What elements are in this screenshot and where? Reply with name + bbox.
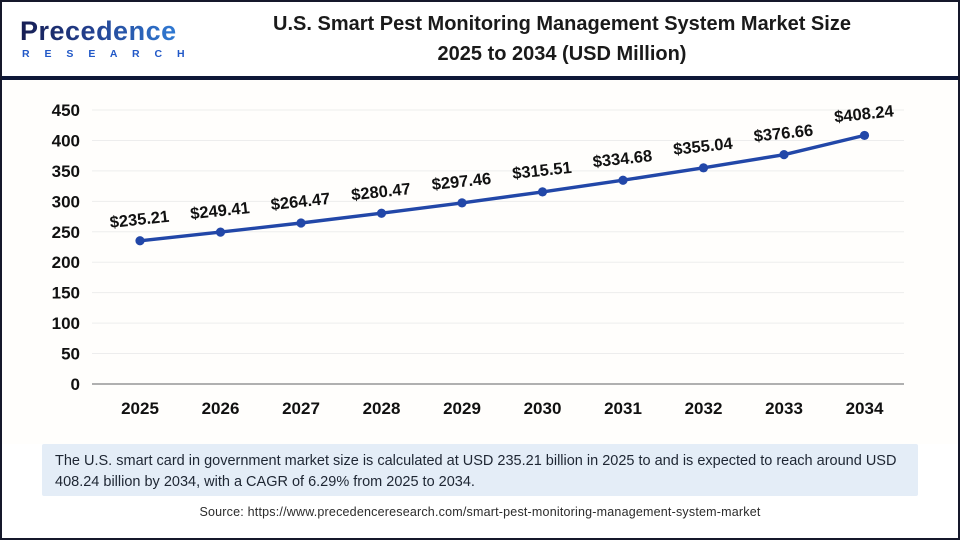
data-labels: $235.21 $249.41 $264.47 $280.47 $297.46 $315.… xyxy=(109,102,896,232)
svg-text:2031: 2031 xyxy=(604,399,642,418)
data-label-2026: $249.41 xyxy=(189,199,250,223)
svg-text:2029: 2029 xyxy=(443,399,481,418)
data-point-2025 xyxy=(135,236,145,246)
svg-text:2025: 2025 xyxy=(121,399,159,418)
market-size-series-line xyxy=(138,133,867,243)
svg-text:200: 200 xyxy=(52,253,80,272)
data-point-2027 xyxy=(296,218,306,228)
chart-area: 0 50 100 150 200 250 300 350 400 450 2025 2026 2027 2… xyxy=(2,80,958,444)
summary-note: The U.S. smart card in government market… xyxy=(42,444,918,496)
data-label-2034: $408.24 xyxy=(833,102,895,126)
svg-text:2033: 2033 xyxy=(765,399,803,418)
svg-text:2028: 2028 xyxy=(363,399,401,418)
data-point-2032 xyxy=(698,163,709,173)
svg-text:400: 400 xyxy=(52,131,80,150)
svg-text:50: 50 xyxy=(61,345,80,364)
svg-text:100: 100 xyxy=(52,314,80,333)
svg-text:300: 300 xyxy=(52,192,80,211)
svg-text:350: 350 xyxy=(52,162,80,181)
svg-text:450: 450 xyxy=(52,101,80,120)
svg-text:250: 250 xyxy=(52,223,80,242)
precedence-research-logo: Precedence R E S E A R C H xyxy=(2,16,192,61)
data-label-2031: $334.68 xyxy=(592,147,653,171)
svg-text:0: 0 xyxy=(71,375,80,394)
svg-text:2032: 2032 xyxy=(685,399,723,418)
svg-text:2034: 2034 xyxy=(846,399,884,418)
data-point-2026 xyxy=(215,227,226,237)
data-point-2034 xyxy=(859,130,870,141)
y-axis-ticks: 0 50 100 150 200 250 300 350 400 450 xyxy=(52,101,80,394)
data-point-2029 xyxy=(457,198,467,208)
source-attribution: Source: https://www.precedenceresearch.c… xyxy=(199,505,761,519)
data-label-2025: $235.21 xyxy=(109,208,170,232)
data-label-2029: $297.46 xyxy=(431,170,492,194)
logo-brand-text: Precedence xyxy=(20,16,177,46)
data-label-2030: $315.51 xyxy=(511,159,572,183)
chart-title-line1: U.S. Smart Pest Monitoring Management Sy… xyxy=(273,13,851,35)
data-point-2030 xyxy=(537,187,548,197)
header: Precedence R E S E A R C H U.S. Smart Pe… xyxy=(2,2,958,80)
chart-title-line2: 2025 to 2034 (USD Million) xyxy=(437,43,687,65)
data-label-2032: $355.04 xyxy=(672,135,734,159)
x-axis-ticks: 2025 2026 2027 2028 2029 2030 2031 2032 2033 2034 xyxy=(121,399,884,418)
data-point-2033 xyxy=(779,150,789,160)
data-label-2027: $264.47 xyxy=(270,190,331,214)
svg-text:2027: 2027 xyxy=(282,399,320,418)
logo-sub-text: R E S E A R C H xyxy=(22,48,191,60)
svg-text:150: 150 xyxy=(52,284,80,303)
chart-title: U.S. Smart Pest Monitoring Management Sy… xyxy=(192,9,958,69)
data-point-2031 xyxy=(618,175,628,185)
data-label-2028: $280.47 xyxy=(350,180,411,204)
data-point-2028 xyxy=(376,208,387,218)
svg-text:2026: 2026 xyxy=(202,399,240,418)
data-points xyxy=(135,130,870,246)
data-label-2033: $376.66 xyxy=(753,122,814,146)
svg-text:2030: 2030 xyxy=(524,399,562,418)
